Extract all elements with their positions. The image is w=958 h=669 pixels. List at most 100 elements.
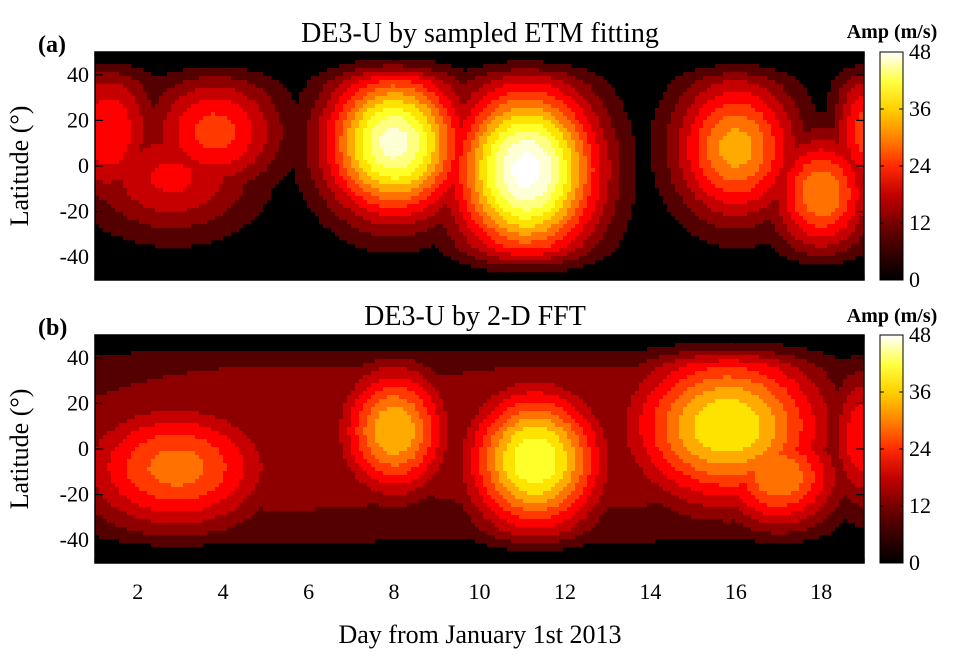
heatmap-cell <box>223 136 228 141</box>
heatmap-cell <box>427 200 432 205</box>
heatmap-cell <box>363 224 368 229</box>
heatmap-cell <box>99 96 104 101</box>
heatmap-cell <box>395 244 400 249</box>
heatmap-cell <box>515 200 520 205</box>
heatmap-cell <box>455 144 460 149</box>
heatmap-cell <box>375 240 380 245</box>
heatmap-cell <box>231 100 236 105</box>
heatmap-cell <box>359 228 364 233</box>
heatmap-cell <box>167 172 172 177</box>
heatmap-cell <box>167 184 172 189</box>
heatmap-cell <box>327 148 332 153</box>
heatmap-cell <box>175 92 180 97</box>
heatmap-cell <box>243 180 248 185</box>
heatmap-cell <box>319 192 324 197</box>
heatmap-cell <box>527 84 532 89</box>
heatmap-cell <box>547 168 552 173</box>
heatmap-cell <box>219 140 224 145</box>
heatmap-cell <box>375 80 380 85</box>
heatmap-cell <box>439 228 444 233</box>
heatmap-cell <box>407 212 412 217</box>
heatmap-cell <box>207 208 212 213</box>
heatmap-cell <box>543 144 548 149</box>
heatmap-cell <box>495 72 500 77</box>
heatmap-cell <box>95 180 100 185</box>
heatmap-cell <box>539 160 544 165</box>
heatmap-cell <box>531 152 536 157</box>
heatmap-cell <box>171 120 176 125</box>
heatmap-cell <box>127 76 132 81</box>
heatmap-cell <box>243 128 248 133</box>
heatmap-cell <box>487 152 492 157</box>
heatmap-cell <box>223 120 228 125</box>
heatmap-cell <box>451 148 456 153</box>
heatmap-cell <box>399 128 404 133</box>
heatmap-cell <box>455 100 460 105</box>
heatmap-cell <box>435 212 440 217</box>
heatmap-cell <box>371 232 376 237</box>
heatmap-cell <box>387 152 392 157</box>
heatmap-cell <box>291 100 296 105</box>
heatmap-cell <box>147 100 152 105</box>
heatmap-cell <box>535 176 540 181</box>
heatmap-cell <box>171 128 176 133</box>
heatmap-cell <box>283 148 288 153</box>
heatmap-cell <box>371 152 376 157</box>
heatmap-cell <box>191 144 196 149</box>
heatmap-cell <box>283 132 288 137</box>
heatmap-cell <box>99 76 104 81</box>
heatmap-cell <box>135 212 140 217</box>
heatmap-cell <box>387 140 392 145</box>
heatmap-cell <box>511 200 516 205</box>
heatmap-cell <box>411 224 416 229</box>
heatmap-cell <box>339 112 344 117</box>
heatmap-cell <box>239 76 244 81</box>
heatmap-cell <box>131 220 136 225</box>
heatmap-cell <box>119 148 124 153</box>
heatmap-cell <box>375 224 380 229</box>
heatmap-cell <box>211 96 216 101</box>
heatmap-cell <box>523 220 528 225</box>
heatmap-cell <box>311 172 316 177</box>
heatmap-cell <box>443 132 448 137</box>
heatmap-cell <box>403 140 408 145</box>
heatmap-cell <box>543 156 548 161</box>
heatmap-cell <box>335 220 340 225</box>
heatmap-cell <box>163 100 168 105</box>
heatmap-cell <box>263 152 268 157</box>
heatmap-cell <box>551 64 556 69</box>
heatmap-cell <box>543 128 548 133</box>
heatmap-cell <box>319 72 324 77</box>
heatmap-cell <box>479 200 484 205</box>
heatmap-cell <box>475 136 480 141</box>
heatmap-cell <box>243 212 248 217</box>
heatmap-cell <box>299 148 304 153</box>
heatmap-cell <box>255 72 260 77</box>
heatmap-cell <box>515 124 520 129</box>
heatmap-cell <box>235 140 240 145</box>
heatmap-cell <box>463 208 468 213</box>
heatmap-cell <box>499 268 504 273</box>
heatmap-cell <box>531 164 536 169</box>
heatmap-cell <box>319 100 324 105</box>
heatmap-cell <box>455 172 460 177</box>
heatmap-cell <box>491 240 496 245</box>
heatmap-cell <box>359 196 364 201</box>
heatmap-cell <box>311 80 316 85</box>
heatmap-cell <box>423 100 428 105</box>
heatmap-cell <box>495 248 500 253</box>
heatmap-cell <box>551 208 556 213</box>
heatmap-cell <box>163 76 168 81</box>
heatmap-cell <box>191 128 196 133</box>
heatmap-cell <box>119 76 124 81</box>
heatmap-cell <box>243 188 248 193</box>
heatmap-cell <box>463 112 468 117</box>
heatmap-cell <box>167 220 172 225</box>
heatmap-cell <box>503 160 508 165</box>
heatmap-cell <box>331 224 336 229</box>
heatmap-cell <box>211 132 216 137</box>
heatmap-cell <box>235 216 240 221</box>
heatmap-cell <box>351 228 356 233</box>
heatmap-cell <box>447 136 452 141</box>
heatmap-cell <box>435 80 440 85</box>
